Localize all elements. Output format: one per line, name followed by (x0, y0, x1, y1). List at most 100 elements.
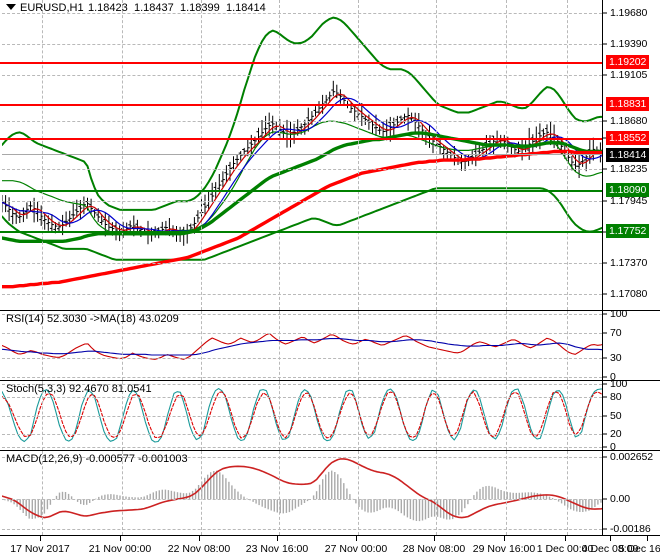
grid-line-vertical (279, 311, 280, 380)
grid-line (2, 358, 602, 360)
current-price-label: 1.18414 (606, 148, 650, 162)
grid-line (2, 415, 602, 417)
grid-line-vertical (358, 311, 359, 380)
price-tick: 1.18235 (602, 163, 647, 175)
time-axis-label: 1 Dec 00:00 (536, 543, 594, 555)
grid-line-vertical (201, 0, 202, 310)
grid-line-vertical (42, 0, 43, 310)
rsi-plot-area[interactable] (2, 311, 602, 380)
ohlc-close: 1.18414 (226, 2, 266, 14)
time-axis-label: 17 Nov 2017 (10, 543, 70, 555)
support-price-label: 1.18090 (606, 183, 650, 197)
time-axis-label: 21 Nov 00:00 (88, 543, 152, 555)
indicator-tick: 0 (602, 441, 616, 453)
time-tick-mark (610, 536, 611, 541)
time-axis-label: 4 Dec 08:00 (581, 543, 639, 555)
indicator-tick: 100 (602, 308, 627, 320)
time-axis-label: 5 Dec 16:00 (618, 543, 660, 555)
axis-divider (602, 451, 603, 535)
price-tick: 1.17370 (602, 257, 647, 269)
indicator-tick: 80 (602, 391, 622, 403)
time-axis-label: 27 Nov 00:00 (324, 543, 388, 555)
macd-panel[interactable]: MACD(12,26,9) -0.000577 -0.001003 0.0026… (0, 451, 660, 535)
time-tick-mark (40, 536, 41, 541)
time-tick-mark (356, 536, 357, 541)
time-axis-label: 28 Nov 08:00 (402, 543, 466, 555)
time-tick-mark (504, 536, 505, 541)
stochastic-panel[interactable]: Stoch(5,3,3) 92.4670 81.0541 0 20 50 80 100 (0, 378, 660, 453)
macd-tick: 0.002652 (602, 451, 653, 463)
grid-line (2, 396, 602, 398)
macd-tick: -0.00186 (602, 523, 651, 535)
grid-line-vertical (358, 0, 359, 310)
support-line[interactable] (0, 231, 602, 233)
grid-line (2, 12, 602, 14)
support-price-label: 1.17752 (606, 224, 650, 238)
price-tick: 1.19680 (602, 7, 647, 19)
axis-divider (602, 311, 603, 380)
macd-tick: 0.00 (602, 493, 630, 505)
grid-line (2, 314, 602, 315)
time-tick-mark (565, 536, 566, 541)
resistance-price-label: 1.19202 (606, 55, 650, 69)
rsi-legend: RSI(14) 52.3030 ->MA(18) 43.0209 (6, 313, 179, 325)
grid-line-vertical (122, 451, 123, 535)
grid-line (2, 377, 602, 378)
macd-legend: MACD(12,26,9) -0.000577 -0.001003 (6, 453, 188, 465)
grid-line (2, 121, 602, 123)
grid-line-vertical (567, 0, 568, 310)
time-tick-mark (277, 536, 278, 541)
grid-line (2, 384, 602, 385)
price-axis[interactable]: 1.196801.193901.191051.186801.185251.182… (602, 0, 660, 310)
ohlc-open: 1.18423 (88, 2, 128, 14)
grid-line-vertical (436, 0, 437, 310)
grid-line (2, 457, 602, 458)
stoch-legend: Stoch(5,3,3) 92.4670 81.0541 (6, 383, 152, 395)
price-tick: 1.17945 (602, 195, 647, 207)
price-tick: 1.17080 (602, 288, 647, 300)
price-plot-area[interactable] (2, 0, 602, 310)
time-tick-mark (647, 536, 648, 541)
time-tick-mark (199, 536, 200, 541)
stochastic-axis: 0 20 50 80 100 (602, 378, 660, 453)
macd-plot-area[interactable] (2, 451, 602, 535)
price-tick: 1.19390 (602, 38, 647, 50)
chevron-down-icon[interactable] (6, 4, 16, 10)
grid-line-vertical (567, 311, 568, 380)
rsi-panel[interactable]: RSI(14) 52.3030 ->MA(18) 43.0209 0 30 70 10… (0, 308, 660, 383)
grid-line (2, 44, 602, 46)
resistance-line[interactable] (0, 62, 602, 64)
ohlc-low: 1.18399 (180, 2, 220, 14)
grid-line (2, 447, 602, 448)
time-tick-mark (434, 536, 435, 541)
resistance-line[interactable] (0, 104, 602, 106)
grid-line-vertical (279, 451, 280, 535)
panel-divider-2 (0, 380, 660, 381)
axis-divider (602, 0, 603, 310)
time-axis-label: 23 Nov 16:00 (245, 543, 309, 555)
stoch-plot-area[interactable] (2, 381, 602, 450)
time-axis-label: 22 Nov 08:00 (167, 543, 231, 555)
panel-divider-1 (0, 310, 660, 311)
grid-line (2, 499, 602, 501)
grid-line-vertical (506, 451, 507, 535)
grid-line (2, 75, 602, 77)
grid-line-vertical (201, 451, 202, 535)
rsi-series-svg (2, 332, 602, 360)
grid-line-vertical (122, 0, 123, 310)
grid-line-vertical (567, 451, 568, 535)
grid-line-vertical (506, 311, 507, 380)
indicator-tick: 70 (602, 327, 622, 339)
price-series-svg (2, 16, 602, 289)
grid-line-vertical (201, 311, 202, 380)
indicator-tick: 100 (602, 378, 627, 390)
grid-line-vertical (358, 451, 359, 535)
price-tick: 1.19105 (602, 69, 647, 81)
support-line[interactable] (0, 190, 602, 192)
ohlc-high: 1.18437 (134, 2, 174, 14)
indicator-tick: 0 (602, 371, 616, 383)
time-axis[interactable]: 17 Nov 2017 21 Nov 00:00 22 Nov 08:00 23 No… (0, 536, 660, 558)
resistance-line[interactable] (0, 138, 602, 140)
price-chart-panel[interactable]: 1.196801.193901.191051.186801.185251.182… (0, 0, 660, 310)
